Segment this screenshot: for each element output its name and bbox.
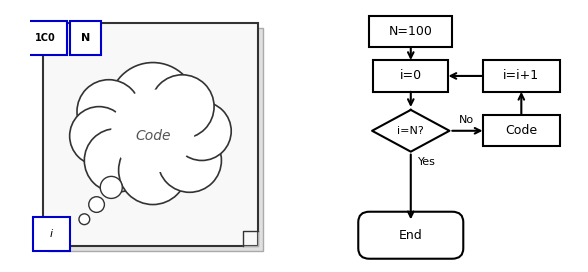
FancyBboxPatch shape	[43, 23, 258, 246]
Circle shape	[79, 214, 90, 225]
Circle shape	[89, 197, 105, 212]
Text: Code: Code	[505, 124, 537, 137]
FancyBboxPatch shape	[483, 115, 560, 146]
Text: No: No	[459, 115, 473, 125]
Text: i: i	[50, 229, 53, 239]
Text: i=0: i=0	[400, 69, 422, 82]
Circle shape	[158, 129, 222, 192]
Text: Yes: Yes	[419, 157, 436, 167]
Text: Code: Code	[135, 129, 171, 143]
Text: i=i+1: i=i+1	[503, 69, 539, 82]
FancyBboxPatch shape	[23, 21, 67, 55]
Circle shape	[69, 107, 128, 165]
Circle shape	[172, 102, 231, 160]
Text: N=100: N=100	[389, 25, 433, 38]
FancyBboxPatch shape	[483, 60, 560, 92]
Circle shape	[100, 176, 122, 199]
Circle shape	[109, 63, 197, 151]
FancyBboxPatch shape	[373, 60, 449, 92]
FancyBboxPatch shape	[69, 21, 102, 55]
FancyBboxPatch shape	[358, 212, 463, 259]
Text: 1C0: 1C0	[35, 33, 55, 43]
Circle shape	[119, 136, 187, 205]
FancyBboxPatch shape	[369, 16, 452, 47]
Circle shape	[151, 75, 214, 138]
FancyBboxPatch shape	[33, 217, 69, 251]
Text: End: End	[399, 229, 423, 242]
Circle shape	[84, 129, 148, 192]
Circle shape	[111, 89, 195, 173]
Polygon shape	[372, 110, 449, 152]
Text: i=N?: i=N?	[397, 126, 424, 136]
Circle shape	[77, 80, 141, 143]
FancyBboxPatch shape	[48, 28, 263, 251]
Text: N: N	[81, 33, 90, 43]
